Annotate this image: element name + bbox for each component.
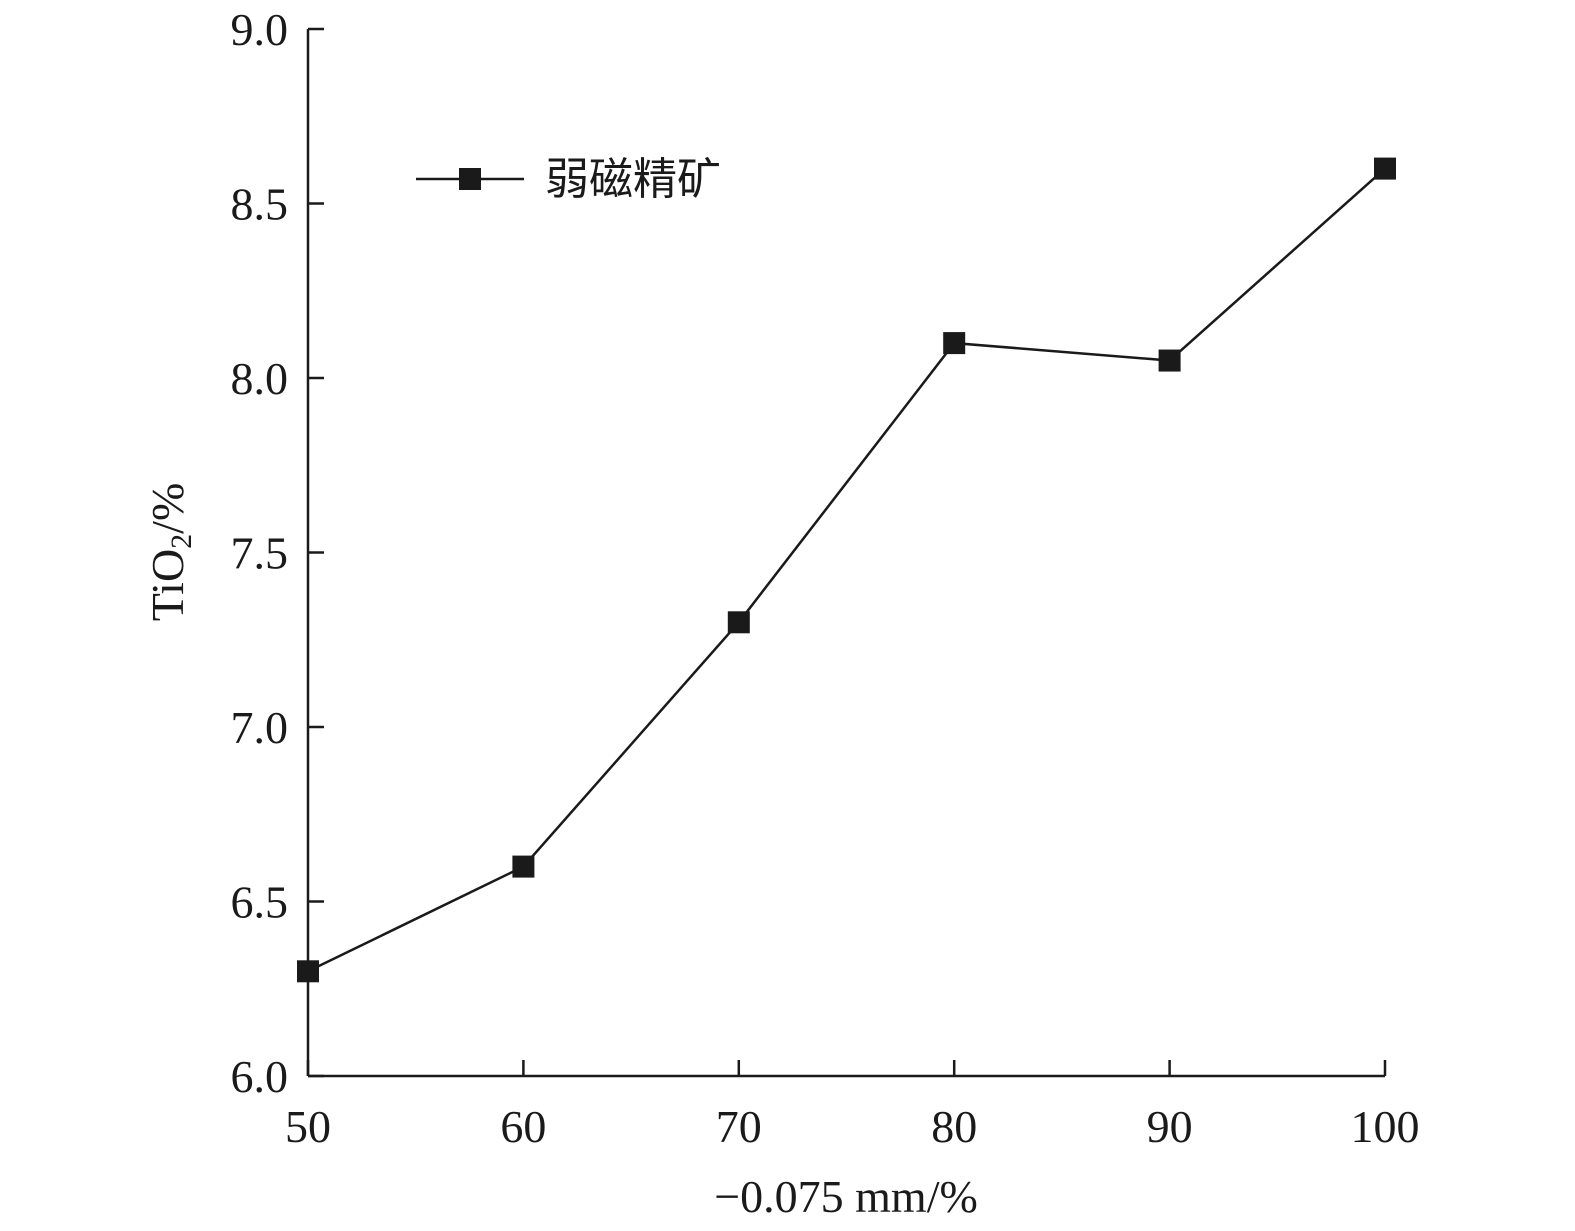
y-tick-label: 6.0 (231, 1051, 289, 1102)
data-point (512, 855, 535, 878)
data-point (727, 611, 750, 634)
data-point (1374, 157, 1396, 180)
legend: 弱磁精矿 (416, 154, 721, 205)
x-tick-label: 90 (1147, 1101, 1193, 1152)
y-tick-label: 8.0 (231, 353, 289, 404)
legend-label: 弱磁精矿 (545, 154, 721, 205)
y-tick-label: 7.0 (231, 702, 289, 753)
x-tick-label: 60 (500, 1101, 546, 1152)
series (297, 157, 1396, 983)
y-tick-label: 9.0 (231, 4, 289, 55)
data-point (943, 332, 966, 355)
data-point (1158, 349, 1181, 372)
y-ticks: 6.0 6.5 7.0 7.5 8.0 8.5 9.0 (231, 4, 324, 1102)
x-tick-label: 70 (716, 1101, 762, 1152)
x-tick-label: 50 (285, 1101, 331, 1152)
data-point (297, 960, 319, 983)
y-axis-title: TiO2/% (142, 483, 198, 622)
series-line (307, 167, 1386, 973)
x-tick-label: 80 (931, 1101, 977, 1152)
x-axis-title: −0.075 mm/% (714, 1171, 978, 1222)
y-tick-label: 8.5 (231, 179, 289, 230)
x-ticks: 50 60 70 80 90 100 (285, 1060, 1420, 1152)
legend-marker (459, 168, 481, 190)
y-tick-label: 6.5 (231, 877, 289, 928)
x-tick-label: 100 (1351, 1101, 1420, 1152)
y-tick-label: 7.5 (231, 528, 289, 579)
